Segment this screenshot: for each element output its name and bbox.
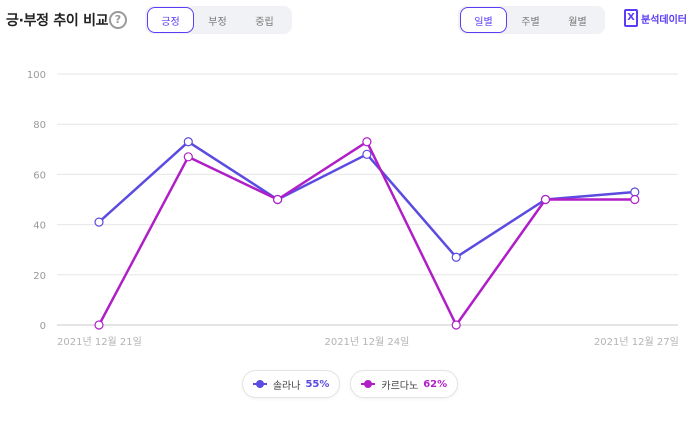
export-data-label: 분석데이터 [641,14,687,26]
page-title: 긍·부정 추이 비교 [6,13,109,29]
excel-icon: X [624,9,638,27]
data-point [273,194,283,205]
legend-marker-icon [252,380,267,388]
tab-daily[interactable]: 일별 [460,7,507,33]
legend-item-solana[interactable]: 솔라나 55% [241,370,341,398]
chart-legend: 솔라나 55% 카르다노 62% [0,370,700,398]
sentiment-toggle: 긍정 부정 중립 [145,6,292,34]
legend-label: 솔라나 [272,380,301,392]
help-icon[interactable]: ? [109,11,127,29]
legend-label: 카르다노 [381,380,419,392]
chart-header: 긍·부정 추이 비교 ? 긍정 부정 중립 일별 주별 월별 X 분석데이터 [0,0,700,40]
legend-marker-icon [361,380,376,388]
data-point [94,217,104,227]
legend-percent: 55% [305,378,330,390]
line-chart: 0 20 40 60 80 100 2021년 12월 21일 2021년 12월 24일 20… [27,70,679,348]
legend-percent: 62% [423,378,448,390]
y-tick-label: 40 [33,221,46,232]
data-point [362,149,372,159]
data-point [183,137,193,147]
data-point [630,187,640,197]
y-tick-label: 60 [33,170,46,181]
data-point [94,320,104,330]
x-tick-label: 2021년 12월 21일 [57,336,142,348]
tab-neutral[interactable]: 중립 [255,16,274,28]
x-tick-label: 2021년 12월 24일 [324,336,409,348]
data-point [451,320,461,330]
data-point [540,194,551,205]
data-point [362,137,372,147]
y-tick-label: 20 [33,271,46,282]
period-toggle: 일별 주별 월별 [458,6,605,34]
data-point [451,252,461,262]
tab-negative[interactable]: 부정 [208,16,227,28]
series-line [97,140,635,327]
y-tick-label: 80 [33,120,46,131]
data-point [630,194,640,205]
export-data-button[interactable]: X 분석데이터 [624,9,687,27]
data-point [183,152,193,162]
y-tick-label: 100 [27,70,46,81]
x-tick-label: 2021년 12월 27일 [594,336,679,348]
tab-weekly[interactable]: 주별 [521,16,540,28]
y-tick-label: 0 [40,321,46,332]
tab-positive[interactable]: 긍정 [147,7,194,33]
tab-monthly[interactable]: 월별 [568,16,587,28]
legend-item-cardano[interactable]: 카르다노 62% [350,370,459,398]
